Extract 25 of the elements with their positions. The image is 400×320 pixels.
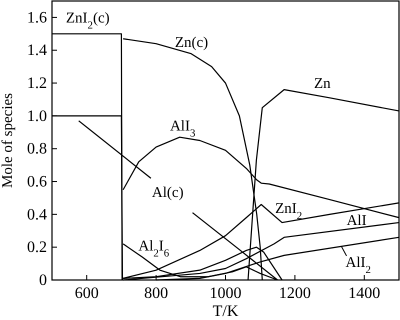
y-tick-label: 0.2 [27,239,47,256]
series-label: ZnI$_{2}$ [275,200,302,222]
y-tick-label: 1.0 [27,108,47,125]
x-tick-label: 1200 [278,285,311,302]
series-label: Zn(c) [174,35,208,52]
series-label: Zn [314,76,332,92]
y-tick-label: 0 [39,272,47,289]
x-tick-label: 1400 [348,285,380,302]
y-tick-label: 1.6 [27,9,47,26]
x-tick-label: 1000 [210,285,242,302]
series-label: Al$_{2}$I$_{6}$ [138,238,170,260]
y-axis-title: Mole of species [0,92,16,188]
legend-label: AlI$_{2}$ [346,254,371,276]
x-axis-title: T/K [212,303,239,320]
y-tick-label: 0.6 [27,174,47,191]
series-label: AlI [346,213,367,230]
y-tick-label: 1.2 [27,75,47,92]
series-label: ZnI$_{2}$(c) [66,10,110,32]
series-label: AlI$_{3}$ [170,118,196,140]
x-tick-label: 600 [74,285,99,302]
y-tick-label: 0.4 [27,206,47,224]
y-tick-label: 0.8 [27,140,47,158]
y-tick-label: 1.4 [27,42,47,60]
series-label: Al(c) [152,185,184,202]
x-tick-label: 800 [144,285,168,302]
